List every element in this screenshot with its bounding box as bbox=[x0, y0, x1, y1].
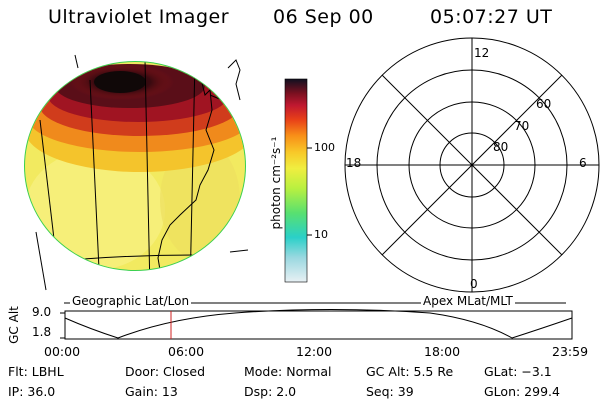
info-dsp: Dsp: 2.0 bbox=[244, 384, 297, 399]
colorbar-tick-10: 10 bbox=[314, 228, 328, 241]
altitude-xtick-2359: 23:59 bbox=[552, 344, 589, 359]
altitude-xtick-0600: 06:00 bbox=[168, 344, 205, 359]
polar-label-12: 12 bbox=[474, 46, 490, 60]
info-seq: Seq: 39 bbox=[366, 384, 414, 399]
altitude-ytick-9: 9.0 bbox=[32, 305, 52, 319]
info-ip: IP: 36.0 bbox=[8, 384, 56, 399]
polar-label-6: 6 bbox=[579, 156, 587, 170]
observation-time: 05:07:27 UT bbox=[430, 6, 553, 28]
polar-lat-80: 80 bbox=[493, 140, 509, 154]
colorbar bbox=[284, 78, 312, 283]
polar-label-18: 18 bbox=[346, 156, 362, 170]
info-gc-alt: GC Alt: 5.5 Re bbox=[366, 364, 454, 379]
polar-lat-70: 70 bbox=[514, 119, 530, 133]
info-mode: Mode: Normal bbox=[244, 364, 332, 379]
altitude-ytick-1.8: 1.8 bbox=[32, 325, 52, 339]
polar-lat-60: 60 bbox=[536, 97, 552, 111]
polar-grid bbox=[344, 37, 600, 293]
polar-label-0: 0 bbox=[470, 277, 478, 291]
info-glat: GLat: −3.1 bbox=[484, 364, 552, 379]
altitude-plot bbox=[60, 309, 573, 340]
colorbar-tick-100: 100 bbox=[314, 141, 335, 154]
altitude-xtick-1200: 12:00 bbox=[296, 344, 333, 359]
info-flt: Flt: LBHL bbox=[8, 364, 64, 379]
instrument-title: Ultraviolet Imager bbox=[48, 6, 230, 28]
altitude-xtick-1800: 18:00 bbox=[424, 344, 461, 359]
info-glon: GLon: 299.4 bbox=[484, 384, 560, 399]
info-gain: Gain: 13 bbox=[125, 384, 178, 399]
info-door: Door: Closed bbox=[125, 364, 206, 379]
altitude-xtick-0000: 00:00 bbox=[44, 344, 81, 359]
apex-projection-label: Apex MLat/MLT bbox=[421, 294, 515, 308]
altitude-ylabel: GC Alt bbox=[7, 306, 21, 344]
colorbar-unit-label: photon cm⁻²s⁻¹ bbox=[269, 136, 283, 230]
observation-date: 06 Sep 00 bbox=[273, 6, 374, 28]
uv-earth-image bbox=[24, 54, 249, 291]
geographic-projection-label: Geographic Lat/Lon bbox=[70, 294, 192, 308]
